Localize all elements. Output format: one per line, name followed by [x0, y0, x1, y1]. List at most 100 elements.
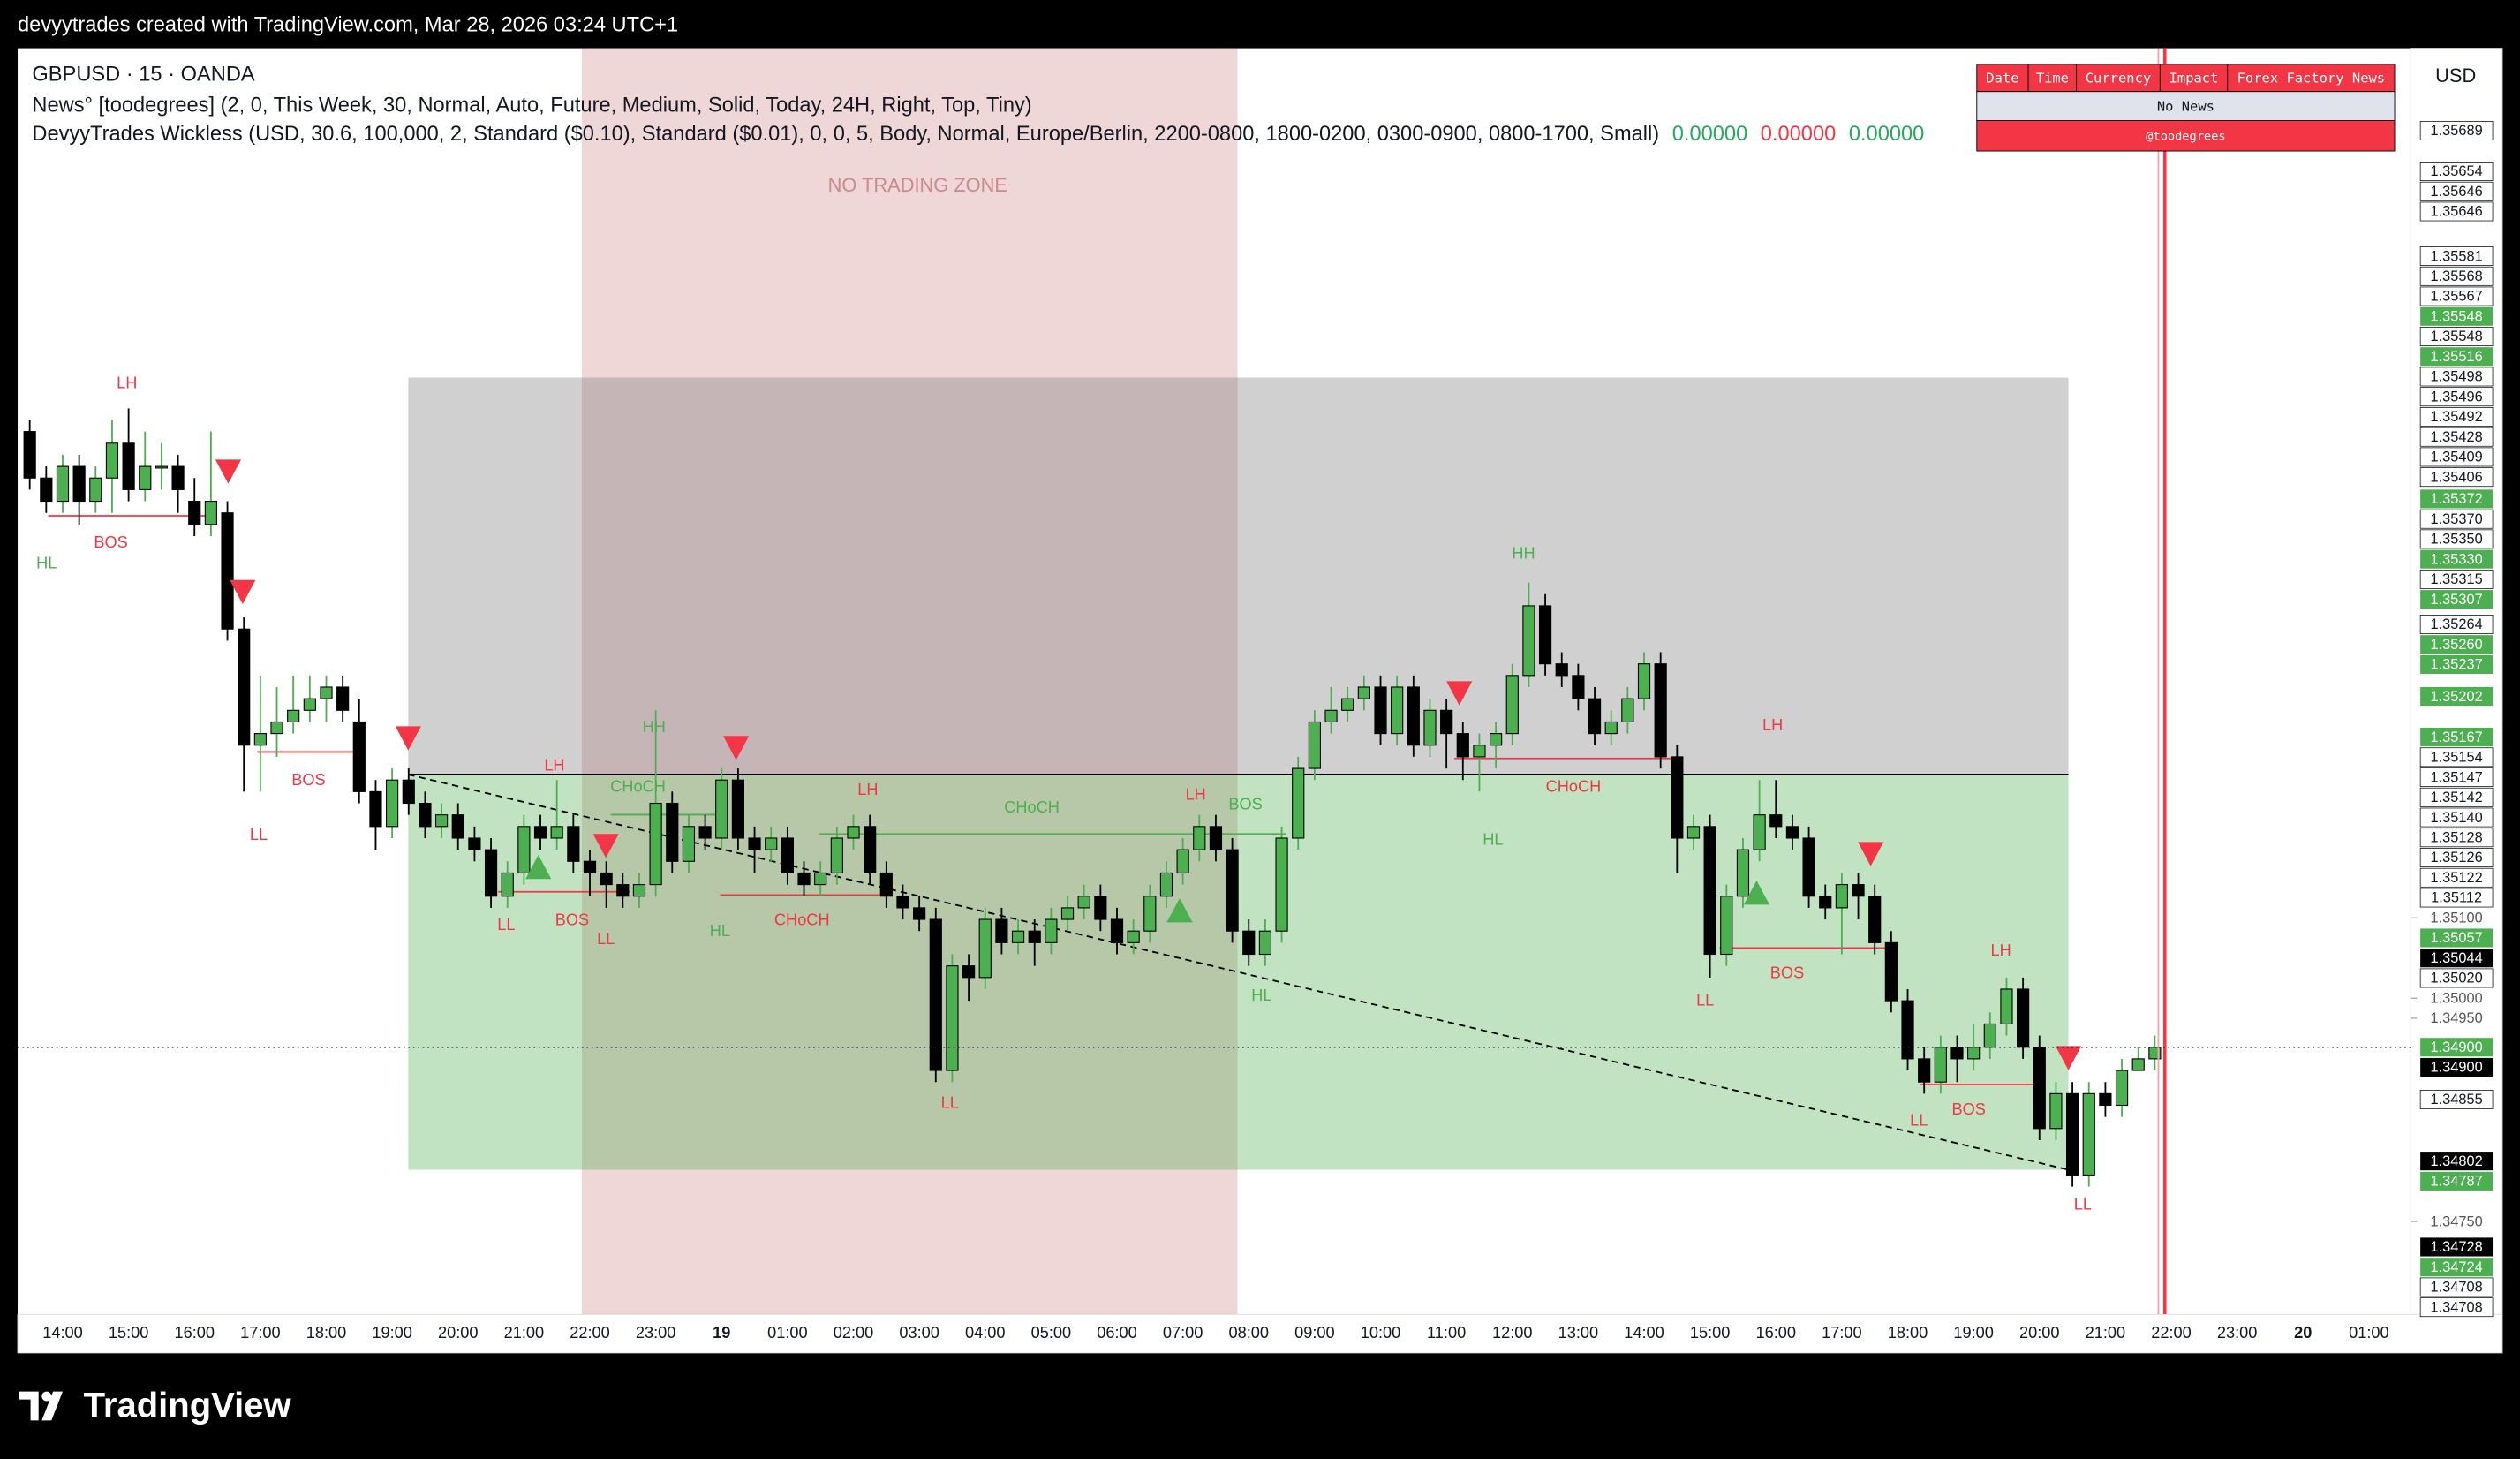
buy-signal: [525, 854, 552, 880]
table-header-cell: Time: [2036, 71, 2069, 87]
time-label: 01:00: [2349, 1324, 2389, 1342]
candle-body: [1490, 733, 1503, 746]
time-label: 13:00: [1558, 1324, 1599, 1342]
candle-body: [781, 837, 794, 873]
candle-body: [1407, 686, 1420, 746]
candle-body: [501, 872, 514, 897]
time-label: 16:00: [174, 1324, 215, 1342]
sell-signal: [723, 736, 750, 760]
price-label-box: [2420, 686, 2494, 707]
price-label: 1.34750: [2431, 1213, 2483, 1229]
candle-body: [567, 826, 580, 862]
price-label: 1.35406: [2431, 469, 2483, 485]
candle-body: [2099, 1092, 2112, 1107]
price-label: 1.35057: [2431, 930, 2483, 946]
candle-body: [1423, 709, 1437, 746]
candle-body: [2017, 988, 2030, 1048]
price-label: 1.35646: [2431, 184, 2483, 200]
candle-body: [1077, 896, 1090, 909]
price-label: 1.35654: [2431, 163, 2483, 179]
price-label-box: [2419, 529, 2494, 549]
candle-body: [1703, 826, 1716, 956]
candle-body: [1110, 918, 1124, 943]
price-label: 1.35350: [2431, 532, 2483, 548]
candle-body: [2000, 988, 2013, 1024]
price-label-box: [2419, 367, 2494, 387]
candle-body: [1440, 709, 1453, 735]
candles: [23, 408, 2162, 1187]
price-label-box: [2420, 1237, 2494, 1257]
table-header-cell: Forex Factory News: [2237, 71, 2386, 87]
time-label: 22:00: [570, 1324, 610, 1342]
price-label: 1.34900: [2431, 1039, 2483, 1055]
structure-label: LL: [597, 930, 615, 948]
time-label: 12:00: [1492, 1324, 1533, 1342]
time-label: 19:00: [372, 1324, 412, 1342]
structure-label: LH: [544, 757, 564, 775]
structure-label: HL: [36, 554, 57, 571]
price-label-box: [2419, 327, 2494, 346]
structure-label: LL: [497, 916, 515, 934]
time-axis: [17, 1313, 2503, 1354]
structure-label: LL: [250, 826, 268, 843]
time-label: 21:00: [504, 1324, 545, 1342]
candle-body: [1242, 930, 1256, 956]
news-table: Date Time Currency Impact Forex Factory …: [1976, 64, 2396, 152]
candle-body: [2082, 1092, 2095, 1176]
price-label-box: [2419, 828, 2494, 848]
time-label: 10:00: [1361, 1324, 1401, 1342]
candle-body: [1357, 686, 1370, 699]
table-row: [1976, 91, 2396, 121]
plot-layers: LH HL BOS BOS LL LH HH CHoCH LL BOS LL HL CHoCH LH CHo…: [23, 48, 2167, 1315]
buy-signals: [525, 854, 1769, 923]
price-label-box: [2419, 1297, 2494, 1318]
candle-body: [896, 896, 909, 909]
legend-wickless: DevyyTrades Wickless (USD, 30.6, 100,000…: [32, 123, 1659, 146]
structure-label: BOS: [555, 911, 589, 928]
candle-body: [352, 721, 366, 792]
structure-label: CHoCH: [1004, 798, 1060, 816]
candle-body: [748, 837, 761, 850]
candle-body: [517, 826, 531, 873]
candle-body: [1736, 849, 1750, 897]
structure-label: CHoCH: [610, 777, 666, 795]
price-label-box: [2419, 867, 2494, 888]
candle-body: [864, 826, 877, 873]
time-label: 15:00: [1690, 1324, 1731, 1342]
zone-label: NO TRADING ZONE: [828, 174, 1007, 196]
candle-body: [1769, 814, 1783, 828]
structure-label: BOS: [291, 771, 325, 789]
candle-body: [1868, 896, 1882, 943]
candle-body: [962, 965, 976, 979]
price-label-box: [2419, 848, 2494, 867]
time-label: 14:00: [1624, 1324, 1664, 1342]
time-label: 05:00: [1031, 1324, 1072, 1342]
price-label-box: [2419, 427, 2494, 447]
legend-symbol: GBPUSD · 15 · OANDA: [32, 64, 255, 87]
candle-body: [155, 465, 169, 469]
price-label-box: [2419, 447, 2494, 467]
price-label: 1.35496: [2431, 389, 2483, 404]
candle-body: [1308, 721, 1321, 769]
no-trading-zone: [581, 48, 1238, 1315]
candle-body: [682, 826, 696, 862]
price-label: 1.35260: [2431, 637, 2483, 653]
price-label-box: [2420, 928, 2494, 948]
price-label: 1.35264: [2431, 616, 2483, 632]
candle-body: [386, 779, 399, 828]
price-label-box: [2419, 121, 2494, 140]
footer-logo: TradingView: [19, 1386, 292, 1425]
candle-body: [1011, 930, 1025, 943]
price-label: 1.35237: [2431, 657, 2483, 673]
candle-body: [1852, 884, 1865, 897]
price-label: 1.35492: [2431, 409, 2483, 425]
time-label: 19:00: [1953, 1324, 1994, 1342]
table-header-cell: Currency: [2086, 71, 2151, 87]
candle-body: [72, 465, 86, 503]
price-label: 1.34708: [2431, 1280, 2483, 1296]
price-label-box: [2419, 387, 2494, 407]
candle-body: [1819, 896, 1832, 909]
price-label: 1.35122: [2431, 870, 2483, 886]
price-label: 1.35140: [2431, 810, 2483, 826]
